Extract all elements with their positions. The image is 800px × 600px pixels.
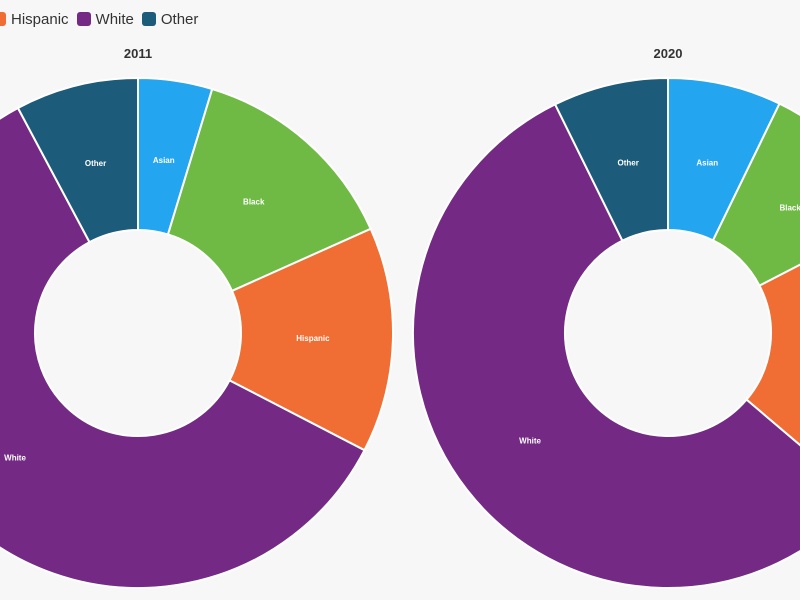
slice-2011-white[interactable] — [0, 106, 366, 589]
legend-swatch-other — [141, 12, 156, 26]
donut-2011: Asian Black Hispanic White Other — [0, 76, 394, 589]
legend-item-hispanic[interactable]: Hispanic — [0, 11, 69, 28]
slice-label-2011-black: Black — [243, 198, 265, 207]
slice-label-2011-hispanic: Hispanic — [296, 334, 330, 343]
slice-label-2020-asian: Asian — [696, 158, 718, 167]
slice-label-2020-white: White — [519, 437, 541, 446]
slice-2011-black[interactable] — [166, 87, 373, 293]
slice-2020-other[interactable] — [553, 76, 669, 242]
slice-2011-other[interactable] — [16, 76, 139, 244]
legend-swatch-hispanic — [0, 12, 6, 26]
legend-item-white[interactable]: White — [76, 10, 134, 28]
chart-legend: Hispanic White Other — [0, 8, 206, 30]
slice-label-2020-other: Other — [618, 159, 639, 168]
slice-2011-hispanic[interactable] — [228, 227, 394, 452]
slice-2020-white[interactable] — [412, 103, 800, 589]
legend-item-other[interactable]: Other — [141, 10, 199, 28]
legend-swatch-white — [76, 12, 91, 26]
slice-2020-hispanic[interactable] — [745, 216, 800, 498]
legend-label-other: Other — [160, 10, 199, 28]
chart-title-2011: 2011 — [124, 46, 152, 61]
legend-label-white: White — [95, 10, 134, 28]
legend-label-hispanic: Hispanic — [11, 10, 69, 28]
slice-2020-black[interactable] — [711, 102, 800, 288]
slice-label-2011-asian: Asian — [153, 156, 175, 165]
chart-title-2020: 2020 — [654, 46, 683, 61]
slice-label-2011-other: Other — [85, 159, 106, 168]
slice-label-2011-white: White — [4, 454, 26, 463]
slice-label-2020-black: Black — [779, 204, 800, 213]
